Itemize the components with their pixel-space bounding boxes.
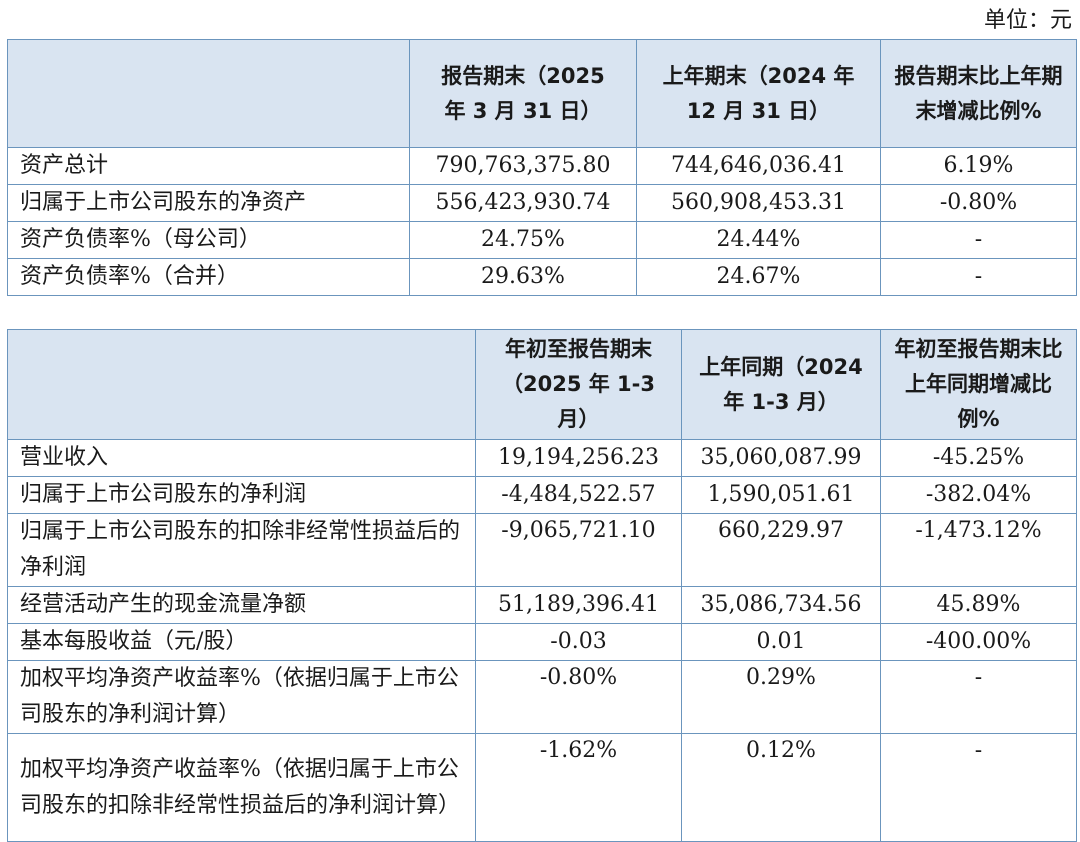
cell-value: 0.29% <box>681 660 881 734</box>
table-row: 经营活动产生的现金流量净额 51,189,396.41 35,086,734.5… <box>7 586 1077 624</box>
cell-value: -4,484,522.57 <box>475 476 682 514</box>
cell-value: -400.00% <box>880 623 1077 661</box>
cell-value: 6.19% <box>880 147 1077 185</box>
row-label: 加权平均净资产收益率%（依据归属于上市公司股东的净利润计算） <box>7 660 476 734</box>
row-label: 经营活动产生的现金流量净额 <box>7 586 476 624</box>
cell-value: 51,189,396.41 <box>475 586 682 624</box>
balance-sheet-table: 报告期末（2025 年 3 月 31 日） 上年期末（2024 年 12 月 3… <box>7 39 1077 296</box>
cell-value: - <box>880 258 1077 296</box>
row-label: 基本每股收益（元/股） <box>7 623 476 661</box>
table-row: 营业收入 19,194,256.23 35,060,087.99 -45.25% <box>7 439 1077 477</box>
unit-label: 单位：元 <box>983 8 1072 33</box>
cell-value: - <box>880 733 1077 842</box>
cell-value: 1,590,051.61 <box>681 476 881 514</box>
cell-value: -45.25% <box>880 439 1077 477</box>
table-row: 基本每股收益（元/股） -0.03 0.01 -400.00% <box>7 623 1077 661</box>
cell-value: 35,086,734.56 <box>681 586 881 624</box>
header-cell: 上年期末（2024 年 12 月 31 日） <box>636 39 881 148</box>
row-label: 加权平均净资产收益率%（依据归属于上市公司股东的扣除非经常性损益后的净利润计算） <box>7 733 476 842</box>
cell-value: 24.75% <box>409 221 637 259</box>
cell-value: 24.67% <box>636 258 881 296</box>
table-row: 资产负债率%（母公司） 24.75% 24.44% - <box>7 221 1077 259</box>
cell-value: 19,194,256.23 <box>475 439 682 477</box>
row-label: 归属于上市公司股东的净利润 <box>7 476 476 514</box>
table-row: 归属于上市公司股东的净利润 -4,484,522.57 1,590,051.61… <box>7 476 1077 514</box>
cell-value: 0.01 <box>681 623 881 661</box>
header-cell: 年初至报告期末（2025 年 1-3 月） <box>475 329 682 440</box>
table-header-row: 报告期末（2025 年 3 月 31 日） 上年期末（2024 年 12 月 3… <box>7 39 1077 148</box>
header-cell <box>7 329 476 440</box>
row-label: 营业收入 <box>7 439 476 477</box>
cell-value: -0.03 <box>475 623 682 661</box>
cell-value: 0.12% <box>681 733 881 842</box>
cell-value: 560,908,453.31 <box>636 184 881 222</box>
cell-value: 744,646,036.41 <box>636 147 881 185</box>
header-cell: 报告期末比上年期末增减比例% <box>880 39 1077 148</box>
table-row: 归属于上市公司股东的扣除非经常性损益后的净利润 -9,065,721.10 66… <box>7 513 1077 587</box>
cell-value: 45.89% <box>880 586 1077 624</box>
row-label: 归属于上市公司股东的净资产 <box>7 184 410 222</box>
header-cell: 年初至报告期末比上年同期增减比例% <box>880 329 1077 440</box>
row-label: 资产总计 <box>7 147 410 185</box>
cell-value: 790,763,375.80 <box>409 147 637 185</box>
cell-value: 660,229.97 <box>681 513 881 587</box>
cell-value: -0.80% <box>475 660 682 734</box>
cell-value: -0.80% <box>880 184 1077 222</box>
income-table: 年初至报告期末（2025 年 1-3 月） 上年同期（2024 年 1-3 月）… <box>7 329 1077 842</box>
header-cell: 报告期末（2025 年 3 月 31 日） <box>409 39 637 148</box>
cell-value: 24.44% <box>636 221 881 259</box>
row-label: 资产负债率%（合并） <box>7 258 410 296</box>
row-label: 资产负债率%（母公司） <box>7 221 410 259</box>
cell-value: -382.04% <box>880 476 1077 514</box>
cell-value: 556,423,930.74 <box>409 184 637 222</box>
table-header-row: 年初至报告期末（2025 年 1-3 月） 上年同期（2024 年 1-3 月）… <box>7 329 1077 440</box>
table-row: 资产负债率%（合并） 29.63% 24.67% - <box>7 258 1077 296</box>
header-cell: 上年同期（2024 年 1-3 月） <box>681 329 881 440</box>
cell-value: - <box>880 221 1077 259</box>
cell-value: -9,065,721.10 <box>475 513 682 587</box>
cell-value: - <box>880 660 1077 734</box>
cell-value: -1.62% <box>475 733 682 842</box>
cell-value: 29.63% <box>409 258 637 296</box>
table-row: 归属于上市公司股东的净资产 556,423,930.74 560,908,453… <box>7 184 1077 222</box>
table-row: 加权平均净资产收益率%（依据归属于上市公司股东的净利润计算） -0.80% 0.… <box>7 660 1077 734</box>
table-row: 资产总计 790,763,375.80 744,646,036.41 6.19% <box>7 147 1077 185</box>
cell-value: 35,060,087.99 <box>681 439 881 477</box>
table-row: 加权平均净资产收益率%（依据归属于上市公司股东的扣除非经常性损益后的净利润计算）… <box>7 733 1077 842</box>
cell-value: -1,473.12% <box>880 513 1077 587</box>
row-label: 归属于上市公司股东的扣除非经常性损益后的净利润 <box>7 513 476 587</box>
header-cell <box>7 39 410 148</box>
